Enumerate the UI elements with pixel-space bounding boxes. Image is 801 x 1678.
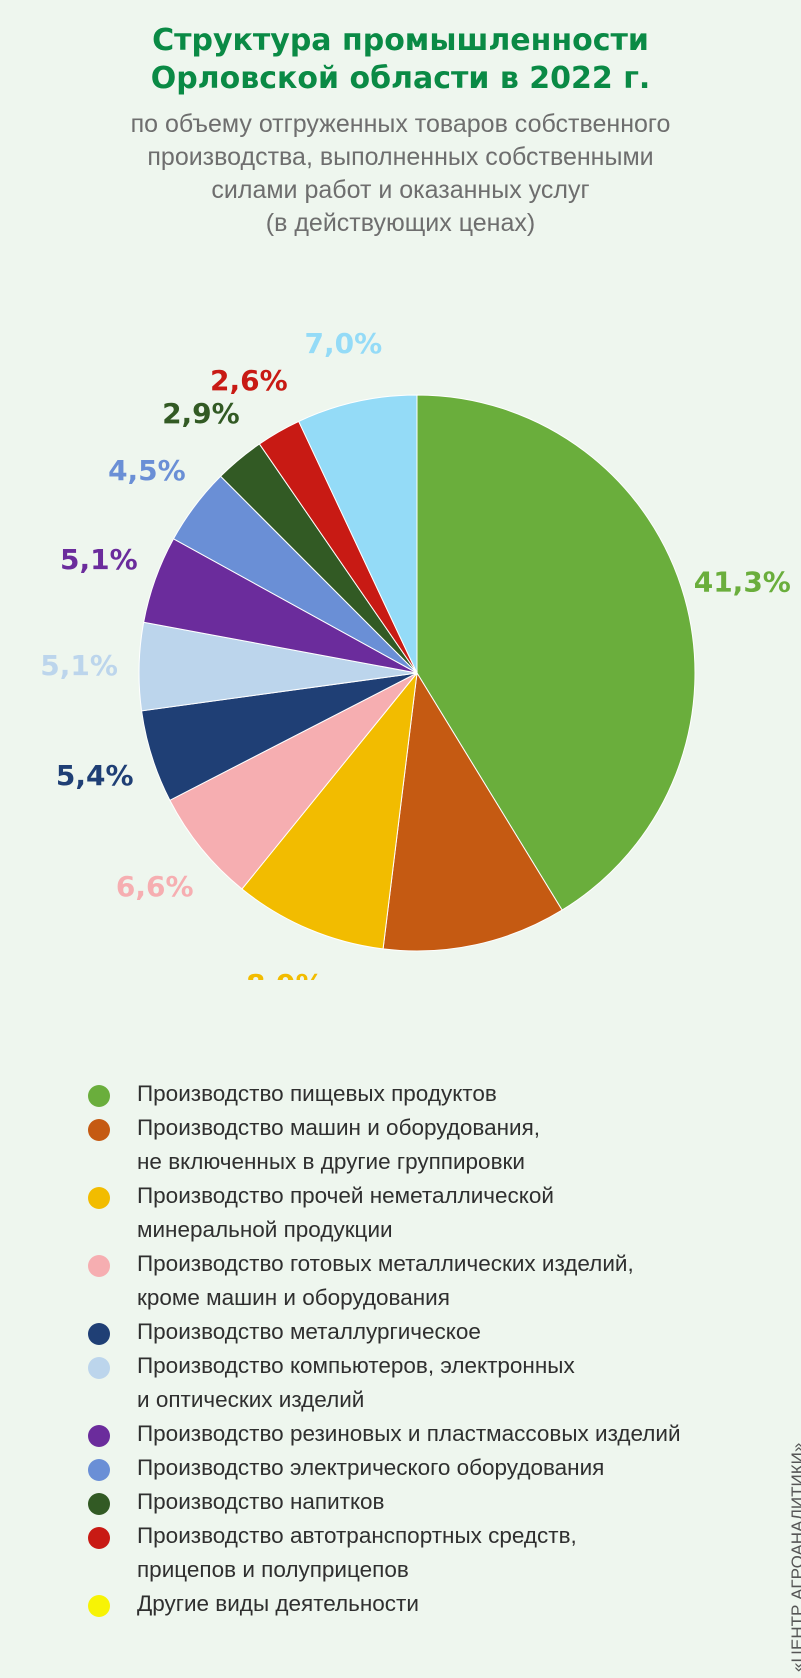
legend-label: минеральной продукции [137,1217,393,1242]
pie-slice-2 [382,671,563,952]
legend-item: Производство напитков [88,1485,681,1519]
legend-label: не включенных в другие группировки [137,1149,525,1174]
pie-slice-3 [241,671,418,950]
legend-swatch [88,1527,110,1549]
pie-slice-label-3: 8,9% [246,968,324,980]
pie-slice-1 [416,394,696,911]
subtitle-line-2: производства, выполненных собственными [147,143,654,171]
legend-label: Другие виды деятельности [137,1591,419,1616]
legend-label: Производство прочей неметаллической [137,1183,554,1208]
pie-slice-label-7: 5,1% [60,543,138,576]
pie-slice-label-11: 7,0% [304,327,382,360]
legend-label: Производство напитков [137,1489,385,1514]
legend-label: Производство пищевых продуктов [137,1081,497,1106]
pie-slice-label-4: 6,6% [116,870,194,903]
legend-swatch [88,1595,110,1617]
pie-chart: 41,3%10,7%8,9%6,6%5,4%5,1%5,1%4,5%2,9%2,… [40,327,791,980]
legend-swatch [88,1255,110,1277]
legend-swatch [88,1085,110,1107]
pie-slice-label-10: 2,6% [210,364,288,397]
legend-item: Производство резиновых и пластмассовых и… [88,1417,681,1451]
legend-item: Производство компьютеров, электронных и о… [88,1349,681,1417]
legend-swatch [88,1323,110,1345]
legend-item: Производство прочей неметаллической минер… [88,1179,681,1247]
pie-slice-4 [169,672,418,890]
legend-swatch [88,1493,110,1515]
legend-label: Производство резиновых и пластмассовых и… [137,1421,681,1446]
pie-slice-label-1: 41,3% [694,565,791,598]
legend-label: прицепов и полуприцепов [137,1557,409,1582]
legend-label: Производство готовых металлических издел… [137,1251,634,1276]
legend-swatch [88,1357,110,1379]
legend-item: Производство электрического оборудования [88,1451,681,1485]
legend-label: кроме машин и оборудования [137,1285,450,1310]
legend-label: Производство машин и оборудования, [137,1115,541,1140]
legend-label: Производство компьютеров, электронных [137,1353,575,1378]
pie-slice-label-9: 2,9% [162,397,240,430]
pie-slice-11 [298,394,418,674]
legend-item: Производство готовых металлических издел… [88,1247,681,1315]
legend-swatch [88,1459,110,1481]
source-credit: «ЦЕНТР АГРОАНАЛИТИКИ» [788,1442,801,1672]
subtitle-line-4: (в действующих ценах) [265,209,536,237]
chart-subtitle: по объему отгруженных товаров собственно… [0,108,801,240]
legend-swatch [88,1425,110,1447]
legend-swatch [88,1119,110,1141]
legend-label: Производство автотранспортных средств, [137,1523,577,1548]
chart-title: Структура промышленности Орловской облас… [0,22,801,98]
legend-item: Производство машин и оборудования, не вкл… [88,1111,681,1179]
chart-legend: Производство пищевых продуктов Производст… [88,1077,681,1621]
pie-slice-label-5: 5,4% [56,759,134,792]
subtitle-line-3: силами работ и оказанных услуг [211,176,590,204]
subtitle-line-1: по объему отгруженных товаров собственно… [130,110,671,138]
legend-label: и оптических изделий [137,1387,365,1412]
pie-slice-label-8: 4,5% [108,454,186,487]
legend-item: Другие виды деятельности [88,1587,681,1621]
chart-title-line-1: Структура промышленности [152,23,649,58]
legend-swatch [88,1187,110,1209]
pie-slice-label-6: 5,1% [40,649,118,682]
legend-label: Производство металлургическое [137,1319,481,1344]
chart-title-line-2: Орловской области в 2022 г. [150,61,651,96]
legend-label: Производство электрического оборудования [137,1455,605,1480]
legend-item: Производство пищевых продуктов [88,1077,681,1111]
legend-item: Производство автотранспортных средств, пр… [88,1519,681,1587]
legend-item: Производство металлургическое [88,1315,681,1349]
